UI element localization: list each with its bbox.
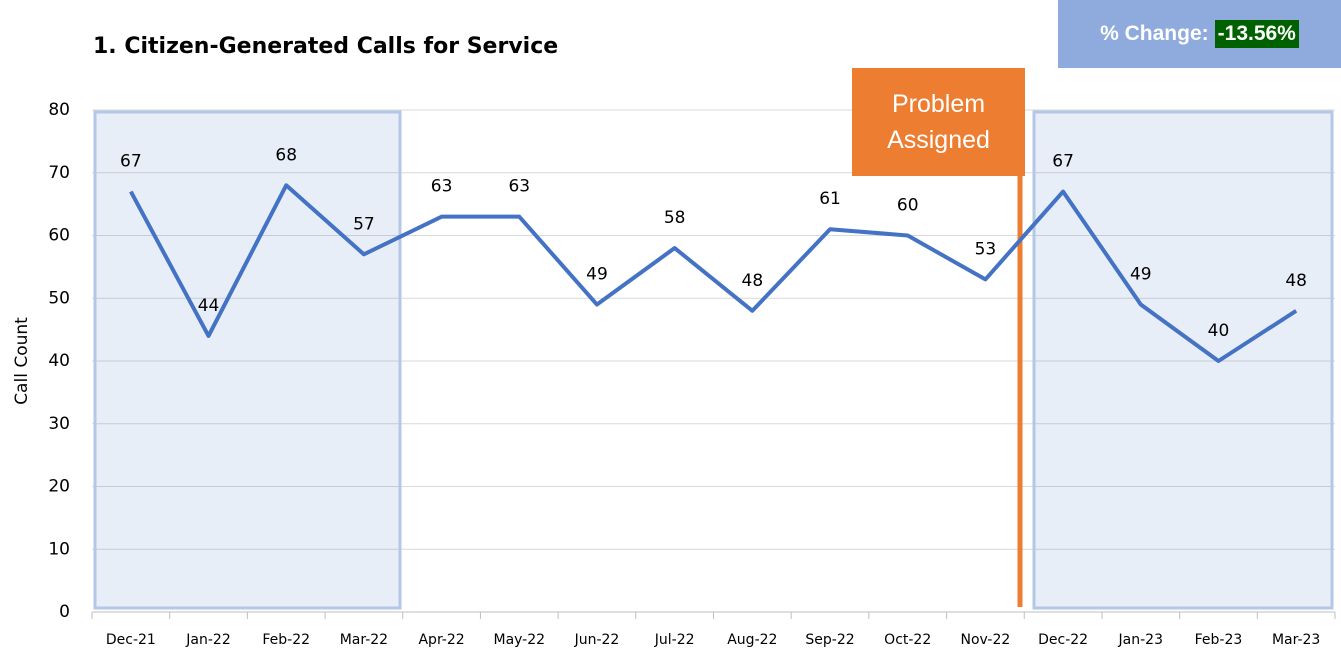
x-tick-label: Mar-22: [340, 632, 388, 648]
y-tick-label: 70: [48, 163, 70, 183]
y-axis-label: Call Count: [12, 317, 32, 405]
data-label: 40: [1208, 321, 1230, 341]
data-label: 44: [198, 296, 220, 316]
change-value: -13.56%: [1214, 20, 1299, 48]
highlight-boxes: [93, 110, 1334, 610]
data-label: 49: [586, 265, 608, 285]
x-tick-label: Oct-22: [884, 632, 931, 648]
data-label: 60: [897, 196, 919, 216]
y-tick-label: 10: [48, 539, 70, 559]
y-tick-label: 50: [48, 288, 70, 308]
data-label: 63: [508, 177, 530, 197]
x-tick-label: Jul-22: [654, 632, 695, 648]
x-tick-label: Dec-22: [1038, 632, 1088, 648]
data-label: 63: [431, 177, 453, 197]
change-box: % Change: -13.56%: [1058, 0, 1341, 68]
y-tick-label: 60: [48, 226, 70, 246]
y-tick-label: 20: [48, 477, 70, 497]
x-tick-label: Feb-23: [1195, 632, 1243, 648]
x-tick-label: Nov-22: [960, 632, 1010, 648]
x-tick-label: Apr-22: [418, 632, 464, 648]
x-tick-label: Jun-22: [574, 632, 620, 648]
data-label: 67: [120, 152, 142, 172]
data-label: 58: [664, 208, 686, 228]
y-tick-label: 0: [59, 602, 70, 622]
highlight-box: [93, 110, 402, 610]
change-label: % Change:: [1100, 22, 1209, 45]
data-label: 53: [975, 239, 997, 259]
x-tick-label: Jan-22: [185, 632, 230, 648]
y-tick-label: 40: [48, 351, 70, 371]
annotation-box: Problem Assigned: [852, 68, 1025, 176]
data-label: 48: [742, 271, 764, 291]
data-label: 49: [1130, 265, 1152, 285]
highlight-box: [1032, 110, 1334, 610]
x-tick-label: Mar-23: [1272, 632, 1320, 648]
chart-title: 1. Citizen-Generated Calls for Service: [93, 34, 558, 59]
y-tick-label: 80: [48, 100, 70, 120]
x-tick-label: Feb-22: [262, 632, 310, 648]
data-line: [129, 183, 1298, 363]
x-tick-label: Sep-22: [805, 632, 854, 648]
y-tick-label: 30: [48, 414, 70, 434]
x-tick-label: Jan-23: [1118, 632, 1163, 648]
x-tick-label: Dec-21: [106, 632, 156, 648]
data-label: 61: [819, 189, 841, 209]
data-label: 67: [1052, 152, 1074, 172]
x-tick-label: Aug-22: [727, 632, 777, 648]
data-label: 48: [1285, 271, 1307, 291]
x-tick-label: May-22: [493, 632, 545, 648]
data-label: 57: [353, 214, 375, 234]
data-label: 68: [275, 145, 297, 165]
